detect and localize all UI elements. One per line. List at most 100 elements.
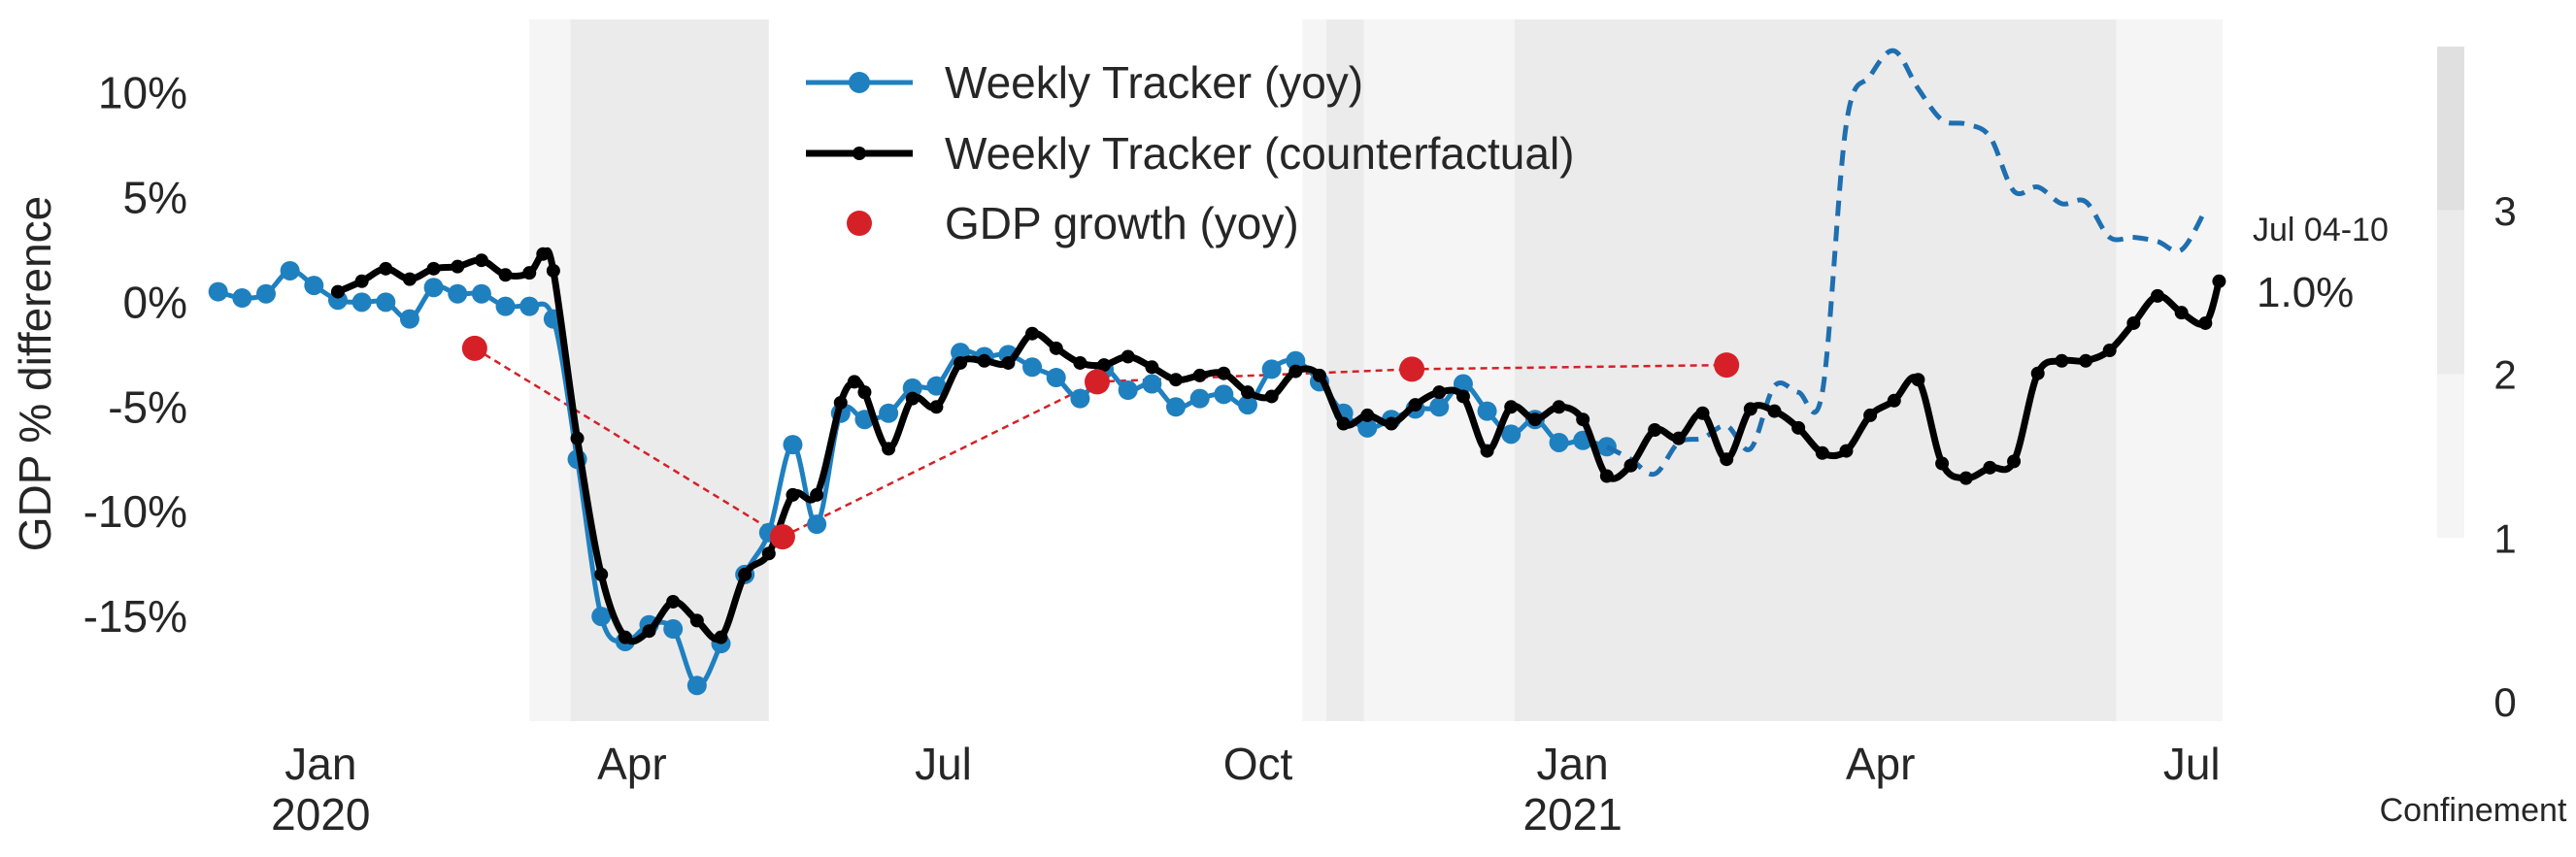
counterfactual-point [1911,373,1925,387]
gdp-point [769,524,795,550]
counterfactual-point [1576,412,1590,427]
counterfactual-point [857,385,872,400]
yoy-point [926,376,947,396]
counterfactual-point [1312,368,1326,382]
counterfactual-point [1887,393,1901,408]
counterfactual-point [474,253,488,268]
counterfactual-point [1720,452,1734,467]
yoy-point [879,403,899,423]
yoy-point [1118,380,1138,401]
counterfactual-point [905,391,920,406]
yoy-point [1477,401,1497,421]
counterfactual-point [2079,353,2093,368]
x-tick-label: Apr [1846,739,1916,789]
counterfactual-point [1527,412,1542,427]
yoy-point [208,281,228,302]
confinement-band [1363,19,1515,721]
yoy-point [591,607,612,627]
counterfactual-point [618,630,632,644]
yoy-point [280,260,300,280]
x-tick-label: Jan [1537,739,1609,789]
y-tick-label: 5% [123,172,187,222]
counterfactual-point [1695,406,1710,420]
y-tick-label: -5% [108,381,187,432]
counterfactual-point [1791,420,1806,435]
yoy-point [1357,417,1378,438]
counterfactual-point [1599,469,1614,483]
confinement-colorbar: 0 1 2 3 Confinement [2380,47,2567,829]
counterfactual-point [929,400,944,414]
yoy-point [1214,384,1234,405]
legend-gdp-marker [847,211,872,236]
counterfactual-point [426,261,441,276]
counterfactual-point [1432,385,1447,400]
counterfactual-point [666,594,681,609]
counterfactual-point [1384,416,1398,431]
counterfactual-point [1815,445,1829,460]
last-value-label: 1.0% [2257,269,2354,316]
yoy-point [686,676,707,696]
y-tick-label: -10% [84,486,187,537]
colorbar-tick-label: 2 [2493,352,2516,398]
yoy-point [1142,374,1162,394]
counterfactual-point [1935,456,1950,471]
counterfactual-point [2174,306,2189,320]
yoy-point [423,278,444,298]
colorbar-tick-label: 3 [2493,188,2516,234]
counterfactual-point [786,487,800,502]
counterfactual-point [330,284,345,299]
yoy-point [399,309,419,329]
counterfactual-point [1648,423,1662,438]
counterfactual-point [1958,471,1973,485]
counterfactual-point [1240,385,1255,400]
yoy-point [1429,397,1450,417]
counterfactual-point [498,268,513,282]
colorbar-segment [2437,210,2464,375]
yoy-point [519,296,540,316]
counterfactual-point [642,624,656,639]
yoy-point [1501,424,1522,445]
counterfactual-point [522,266,537,280]
counterfactual-point [761,546,776,561]
counterfactual-point [1121,349,1135,364]
confinement-band [2116,19,2223,721]
yoy-point [1549,432,1569,452]
counterfactual-point [546,263,560,278]
counterfactual-point [882,442,896,456]
counterfactual-point [2126,315,2141,330]
counterfactual-point [1336,416,1351,431]
legend-yoy-marker [849,72,870,93]
legend-label: GDP growth (yoy) [945,198,1299,248]
colorbar-segment [2437,47,2464,211]
yoy-point [902,378,922,398]
counterfactual-point [953,355,968,370]
counterfactual-point [354,274,369,288]
x-tick-year: 2021 [1522,789,1622,840]
counterfactual-point [1288,364,1303,379]
counterfactual-point [1767,404,1782,418]
gdp-point [461,335,487,361]
counterfactual-point [1025,326,1040,341]
counterfactual-point [1217,366,1231,380]
yoy-point [1166,397,1187,417]
counterfactual-point [451,259,465,274]
colorbar-label: Confinement [2380,792,2567,829]
gdp-point [1714,352,1740,379]
axes: GDP % difference 10%5%0%-5%-10%-15%Jan20… [10,68,2221,840]
gdp-point [1084,369,1110,395]
x-tick-label: Jul [2163,739,2221,789]
y-tick-label: 10% [98,68,187,118]
colorbar-tick-label: 1 [2493,515,2516,561]
counterfactual-point [1097,358,1112,373]
counterfactual-point [536,247,551,261]
colorbar-segment [2437,374,2464,539]
colorbar-tick-label: 0 [2493,679,2516,725]
legend-label: Weekly Tracker (yoy) [945,57,1363,108]
counterfactual-point [594,567,609,581]
gdp-point [1399,356,1425,382]
x-tick-label: Jul [915,739,972,789]
counterfactual-point [2151,288,2165,303]
counterfactual-point [1504,400,1519,414]
counterfactual-point [402,272,417,286]
